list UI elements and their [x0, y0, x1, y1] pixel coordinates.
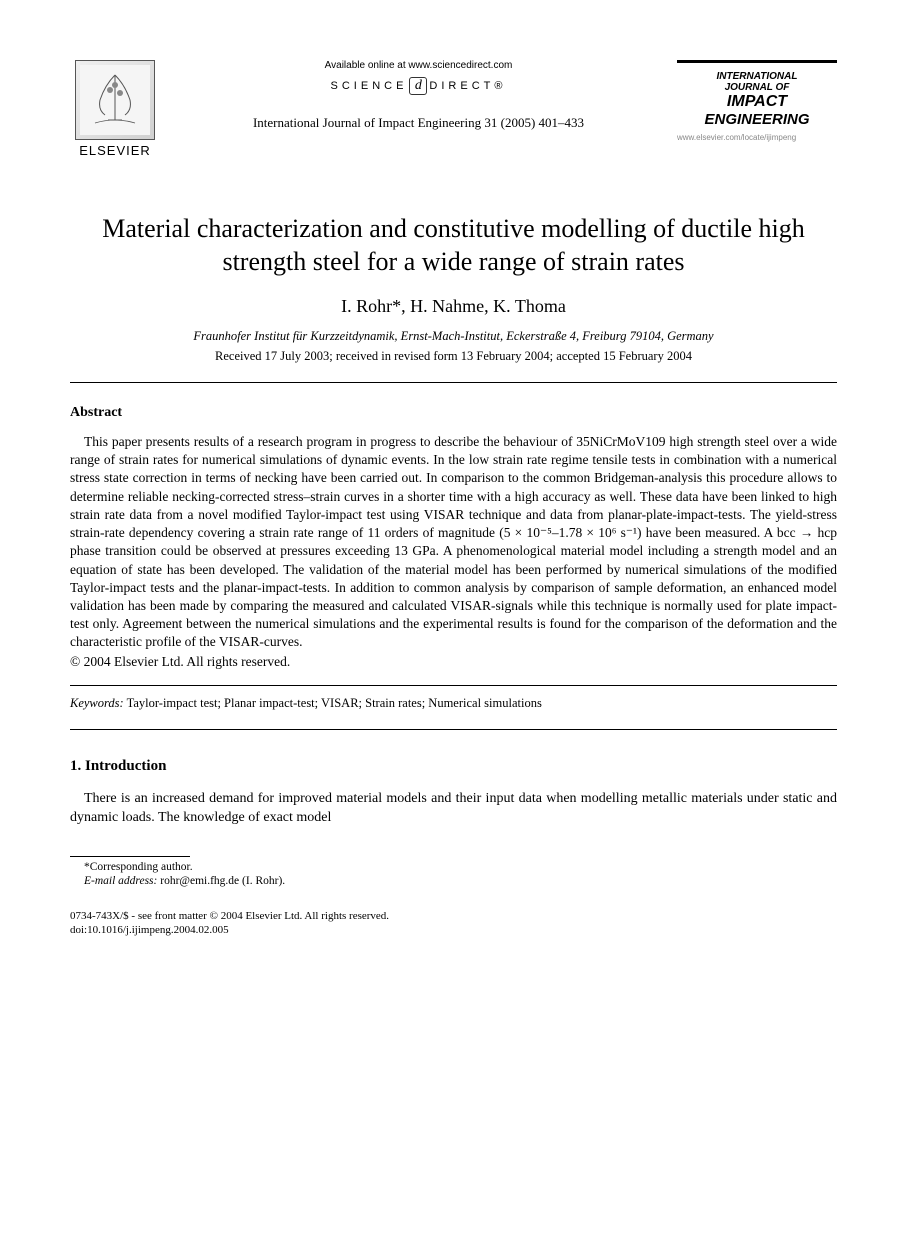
keywords-text: Taylor-impact test; Planar impact-test; …	[124, 696, 542, 710]
journal-box-wrapper: INTERNATIONAL JOURNAL OF IMPACT ENGINEER…	[677, 60, 837, 142]
rule-mid1	[70, 685, 837, 686]
footnote-email: E-mail address: rohr@emi.fhg.de (I. Rohr…	[70, 875, 837, 887]
elsevier-tree-icon	[75, 60, 155, 140]
abstract-heading: Abstract	[70, 405, 837, 421]
science-direct-logo: SCIENCE d DIRECT®	[331, 77, 507, 95]
journal-url: www.elsevier.com/locate/ijimpeng	[677, 133, 837, 142]
footnote-email-value: rohr@emi.fhg.de (I. Rohr).	[157, 875, 285, 887]
section-1-body: There is an increased demand for improve…	[70, 789, 837, 828]
footnote-email-label: E-mail address:	[84, 875, 157, 887]
header-row: ELSEVIER Available online at www.science…	[70, 60, 837, 158]
journal-reference: International Journal of Impact Engineer…	[253, 115, 584, 131]
affiliation-line: Fraunhofer Institut für Kurzzeitdynamik,…	[70, 329, 837, 344]
keywords-line: Keywords: Taylor-impact test; Planar imp…	[70, 696, 837, 711]
rule-mid2	[70, 729, 837, 730]
section-1-heading: 1. Introduction	[70, 758, 837, 775]
sd-d-icon: d	[409, 77, 427, 95]
rule-top	[70, 382, 837, 383]
bottom-line2: doi:10.1016/j.ijimpeng.2004.02.005	[70, 923, 837, 937]
journal-title-box: INTERNATIONAL JOURNAL OF IMPACT ENGINEER…	[677, 60, 837, 128]
elsevier-label: ELSEVIER	[79, 143, 151, 158]
authors-line: I. Rohr*, H. Nahme, K. Thoma	[70, 296, 837, 317]
journal-line3: IMPACT	[677, 93, 837, 111]
journal-line1: INTERNATIONAL	[677, 71, 837, 82]
abstract-body: This paper presents results of a researc…	[70, 433, 837, 652]
copyright-line: © 2004 Elsevier Ltd. All rights reserved…	[70, 654, 837, 670]
journal-line4: ENGINEERING	[677, 111, 837, 128]
footnote-rule	[70, 856, 190, 857]
center-header: Available online at www.sciencedirect.co…	[160, 60, 677, 131]
direct-text: DIRECT®	[429, 80, 506, 92]
available-online-text: Available online at www.sciencedirect.co…	[325, 60, 513, 71]
article-title: Material characterization and constituti…	[70, 213, 837, 278]
publisher-block: ELSEVIER	[70, 60, 160, 158]
bottom-line1: 0734-743X/$ - see front matter © 2004 El…	[70, 909, 837, 923]
science-text: SCIENCE	[331, 80, 408, 92]
keywords-label: Keywords:	[70, 696, 124, 710]
footnote-corresponding: *Corresponding author.	[70, 861, 837, 873]
journal-line2: JOURNAL OF	[677, 82, 837, 93]
dates-line: Received 17 July 2003; received in revis…	[70, 349, 837, 364]
bottom-info: 0734-743X/$ - see front matter © 2004 El…	[70, 909, 837, 938]
